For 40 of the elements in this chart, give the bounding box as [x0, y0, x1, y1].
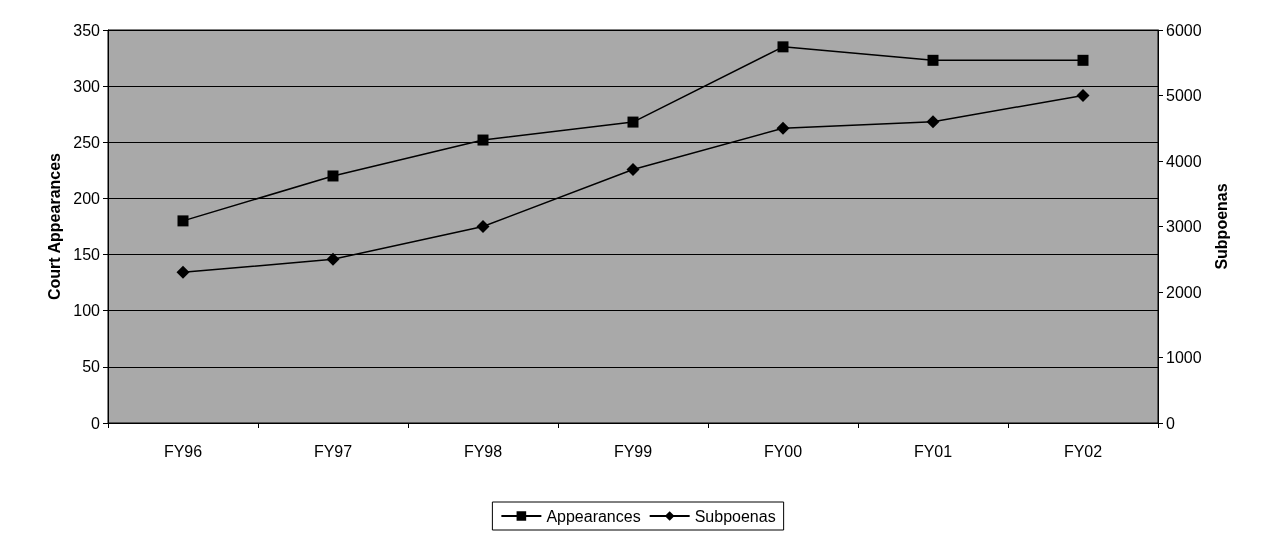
point [176, 265, 190, 279]
point [776, 121, 790, 135]
x-tick-label: FY96 [163, 442, 203, 460]
point [327, 170, 339, 182]
x-tick-label: FY97 [313, 442, 353, 460]
y2-tick-label: 5000 [1166, 87, 1202, 104]
x-tick-label: FY02 [1063, 442, 1103, 460]
point [1077, 54, 1089, 66]
point [477, 134, 489, 146]
y-tick-label: 100 [73, 302, 101, 320]
point [326, 252, 340, 266]
point [927, 54, 939, 66]
x-tick-label: FY01 [913, 442, 953, 460]
point [476, 220, 490, 233]
point [926, 115, 940, 129]
point [626, 163, 640, 177]
y2-tick-label: 2000 [1166, 283, 1202, 301]
y-tick-label: 0 [91, 414, 101, 432]
point [777, 41, 789, 53]
y-axis-title: Court Appearances [45, 152, 63, 300]
x-tick-label: FY99 [613, 442, 653, 460]
y2-tick-label: 3000 [1166, 218, 1202, 235]
y2-tick-label: 1000 [1166, 349, 1202, 366]
y2-tick-label: 4000 [1166, 152, 1202, 170]
y-tick-label: 250 [73, 133, 101, 151]
x-tick-label: FY98 [463, 442, 503, 460]
y-tick-label: 350 [73, 21, 101, 39]
y2-tick-label: 0 [1166, 414, 1175, 432]
y-tick-label: 200 [73, 189, 101, 207]
legend-label: Appearances [546, 507, 641, 525]
legend-label: Subpoenas [694, 507, 776, 525]
y-tick-label: 300 [73, 77, 101, 95]
point [627, 116, 639, 128]
point [177, 215, 189, 227]
y2-tick-label: 6000 [1166, 21, 1202, 39]
y-tick-label: 150 [73, 246, 101, 264]
point [1076, 89, 1090, 102]
y-tick-label: 50 [82, 358, 101, 376]
y2-axis-title: Subpoenas [1212, 183, 1230, 270]
x-tick-label: FY00 [763, 442, 803, 460]
